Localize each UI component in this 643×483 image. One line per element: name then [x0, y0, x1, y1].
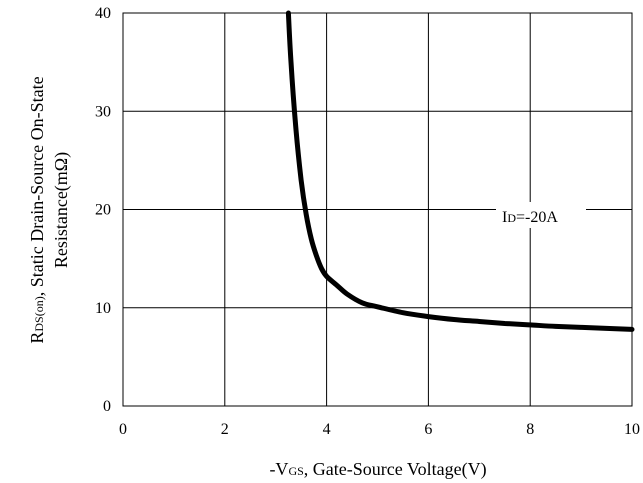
- x-tick-label: 8: [526, 421, 534, 438]
- x-tick-label: 10: [624, 421, 640, 438]
- x-tick-label: 2: [221, 421, 229, 438]
- y-tick-label: 10: [95, 300, 111, 317]
- y-tick-label: 30: [95, 103, 111, 120]
- legend-box: [496, 202, 586, 228]
- y-axis-title-line1: RDS(on), Static Drain-Source On-State: [27, 76, 47, 343]
- x-tick-label: 6: [424, 421, 432, 438]
- y-axis-title: RDS(on), Static Drain-Source On-State Re…: [27, 76, 72, 343]
- x-tick-label: 4: [323, 421, 331, 438]
- x-tick-labels: 0 2 4 6 8 10: [119, 421, 640, 438]
- y-tick-labels: 0 10 20 30 40: [95, 5, 111, 415]
- x-tick-label: 0: [119, 421, 127, 438]
- y-tick-label: 20: [95, 202, 111, 219]
- y-axis-title-line2: Resistance(mΩ): [51, 152, 72, 268]
- legend-label: ID=-20A: [502, 209, 558, 226]
- y-tick-label: 40: [95, 5, 111, 22]
- y-tick-label: 0: [103, 398, 111, 415]
- x-axis-title: -VGS, Gate-Source Voltage(V): [269, 459, 486, 480]
- series-line: [285, 10, 635, 332]
